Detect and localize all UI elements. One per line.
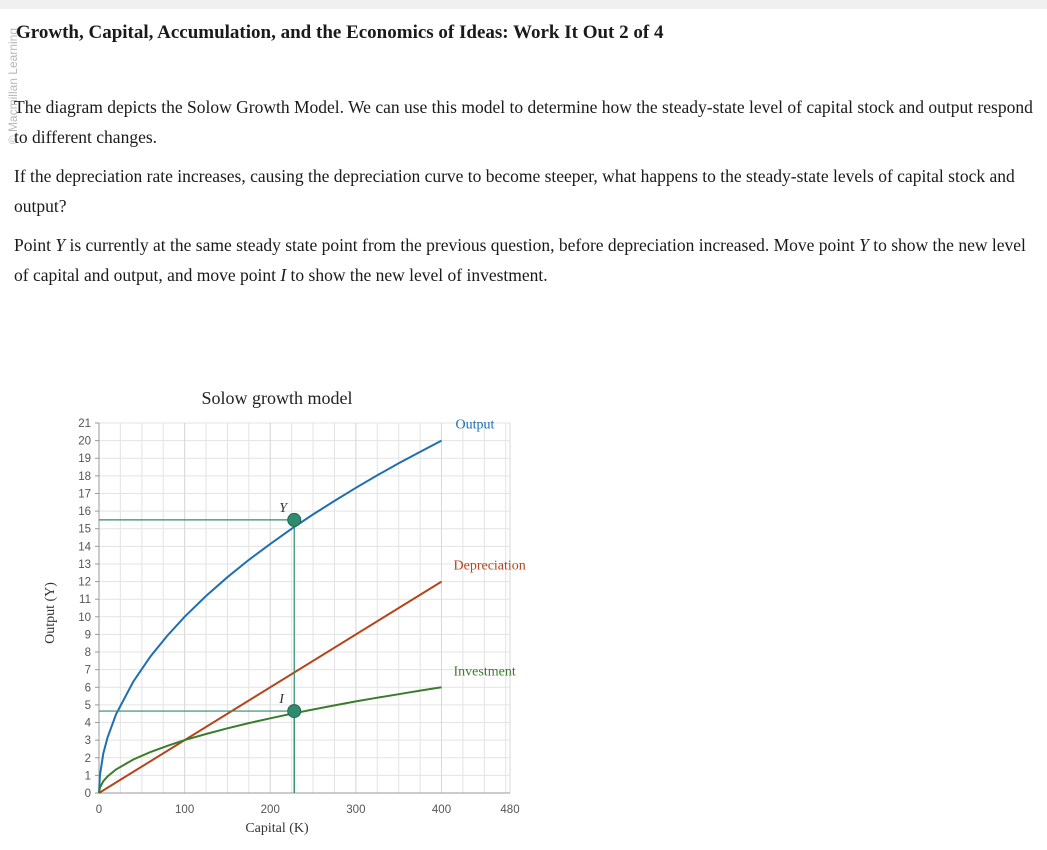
y-tick-label: 15 <box>78 524 91 536</box>
y-tick-label: 13 <box>78 559 91 571</box>
y-tick-label: 16 <box>78 506 91 518</box>
y-tick-label: 9 <box>85 629 91 641</box>
y-tick-label: 11 <box>79 594 91 606</box>
chart-title: Solow growth model <box>202 388 353 408</box>
y-tick-label: 4 <box>85 718 92 730</box>
y-tick-label: 12 <box>78 577 91 589</box>
y-tick-label: 3 <box>85 735 91 747</box>
output-curve <box>98 439 442 794</box>
guide-lines <box>99 519 295 793</box>
instruction-text-c: to show the new level of capital and out… <box>14 235 1026 285</box>
point-y-handle[interactable] <box>287 512 302 527</box>
point-y-label: Y <box>279 501 289 516</box>
y-tick-label: 10 <box>78 612 91 624</box>
x-tick-label: 100 <box>175 804 194 816</box>
grid <box>95 422 511 794</box>
depreciation-curve <box>98 580 443 794</box>
intro-paragraph: The diagram depicts the Solow Growth Mod… <box>14 97 1033 147</box>
y-tick-label: 20 <box>78 436 91 448</box>
instruction-text-d: to show the new level of investment. <box>286 265 548 285</box>
instruction-text-b: is currently at the same steady state po… <box>65 235 860 255</box>
instruction-paragraph: Point Y is currently at the same steady … <box>14 230 1039 290</box>
instruction-var-y1: Y <box>55 235 66 255</box>
y-tick-label: 7 <box>85 665 91 677</box>
investment-label: Investment <box>454 664 516 679</box>
y-tick-label: 19 <box>78 453 91 465</box>
series-lines <box>98 439 443 794</box>
x-tick-label: 300 <box>346 804 365 816</box>
x-tick-label: 480 <box>500 804 519 816</box>
instruction-var-y2: Y <box>859 235 869 255</box>
draggable-points[interactable] <box>287 512 302 719</box>
y-axis-label: Output (Y) <box>43 582 58 644</box>
series-labels: Output Depreciation Investment Y I <box>278 418 526 707</box>
solow-chart: Solow growth model 012345678910111213141… <box>43 388 526 836</box>
y-tick-label: 17 <box>78 488 91 500</box>
output-label: Output <box>456 418 495 433</box>
y-tick-label: 21 <box>78 418 91 430</box>
x-tick-label: 0 <box>96 804 102 816</box>
y-tick-label: 14 <box>78 541 91 553</box>
point-i-label: I <box>278 692 285 707</box>
instruction-var-i1: I <box>280 265 287 285</box>
y-tick-label: 0 <box>85 788 91 800</box>
y-tick-label: 18 <box>78 471 91 483</box>
x-tick-label: 400 <box>432 804 451 816</box>
investment-curve <box>98 686 442 794</box>
y-tick-label: 8 <box>85 647 91 659</box>
depreciation-label: Depreciation <box>454 559 526 574</box>
x-tick-labels: 0 100 200 300 400 480 <box>96 804 520 816</box>
y-tick-label: 1 <box>85 770 91 782</box>
y-tick-label: 6 <box>85 682 91 694</box>
y-tick-label: 2 <box>85 753 91 765</box>
x-axis-label: Capital (K) <box>245 821 309 836</box>
x-tick-label: 200 <box>261 804 280 816</box>
y-tick-label: 5 <box>85 700 91 712</box>
page-title: Growth, Capital, Accumulation, and the E… <box>16 22 664 43</box>
point-i-handle[interactable] <box>287 704 302 719</box>
question-paragraph: If the depreciation rate increases, caus… <box>14 166 1015 216</box>
top-bar <box>0 0 1047 9</box>
instruction-text-a: Point <box>14 235 56 255</box>
